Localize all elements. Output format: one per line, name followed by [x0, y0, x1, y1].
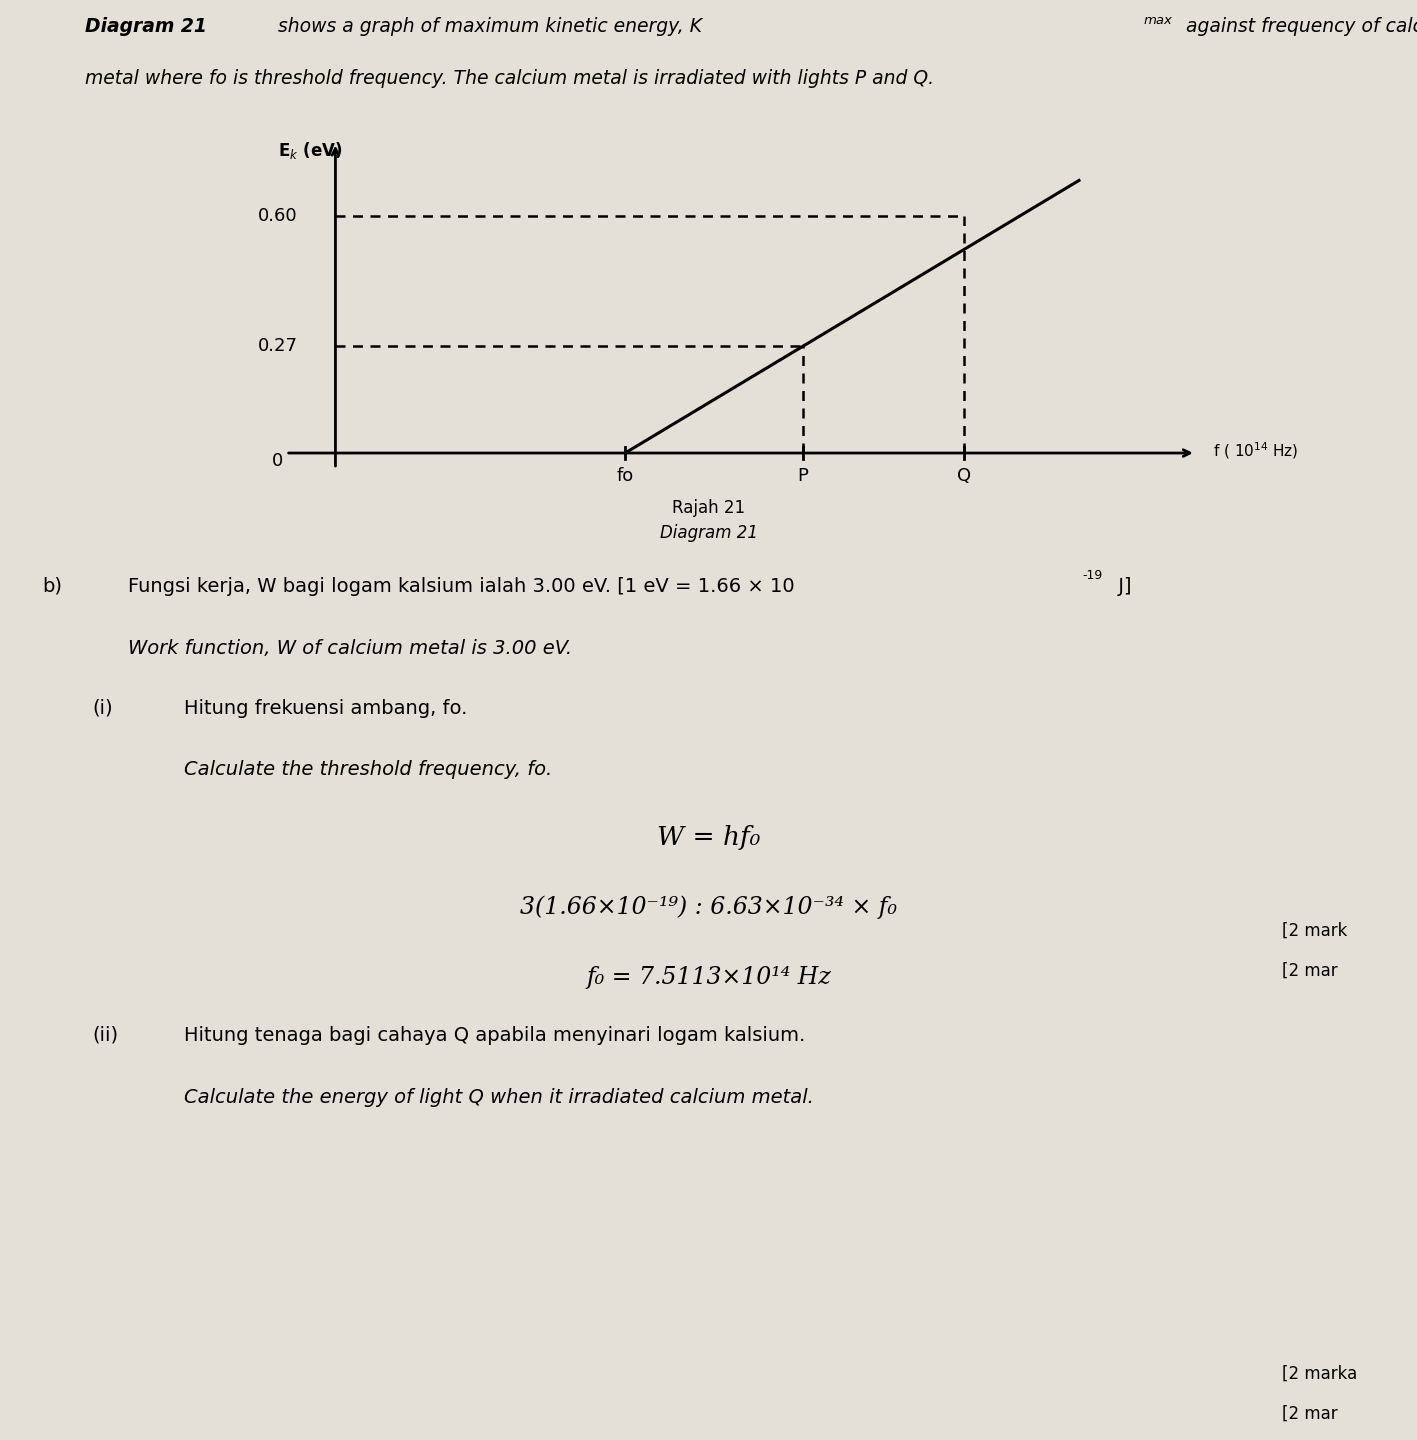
Text: (i): (i): [92, 698, 113, 717]
Text: Work function, W of calcium metal is 3.00 eV.: Work function, W of calcium metal is 3.0…: [128, 638, 571, 658]
Text: P: P: [798, 467, 809, 485]
Text: [2 mark: [2 mark: [1282, 922, 1348, 940]
Text: 0.27: 0.27: [258, 337, 298, 356]
Text: Calculate the threshold frequency, fo.: Calculate the threshold frequency, fo.: [184, 760, 553, 779]
Text: [2 mar: [2 mar: [1282, 1404, 1338, 1423]
Text: f₀ = 7.5113×10¹⁴ Hz: f₀ = 7.5113×10¹⁴ Hz: [587, 966, 830, 989]
Text: Diagram 21: Diagram 21: [85, 17, 207, 36]
Text: (ii): (ii): [92, 1025, 118, 1044]
Text: 3(1.66×10⁻¹⁹) : 6.63×10⁻³⁴ × f₀: 3(1.66×10⁻¹⁹) : 6.63×10⁻³⁴ × f₀: [520, 896, 897, 919]
Text: Hitung frekuensi ambang, fo.: Hitung frekuensi ambang, fo.: [184, 698, 468, 717]
Text: 0.60: 0.60: [258, 206, 298, 225]
Text: [2 mar: [2 mar: [1282, 962, 1338, 979]
Text: J]: J]: [1112, 576, 1132, 596]
Text: against frequency of calcium: against frequency of calcium: [1180, 17, 1417, 36]
Text: Rajah 21: Rajah 21: [672, 500, 745, 517]
Text: W = hf₀: W = hf₀: [657, 825, 760, 850]
Text: Hitung tenaga bagi cahaya Q apabila menyinari logam kalsium.: Hitung tenaga bagi cahaya Q apabila meny…: [184, 1025, 805, 1044]
Text: -19: -19: [1083, 569, 1102, 582]
Text: f ( 10$^{14}$ Hz): f ( 10$^{14}$ Hz): [1213, 441, 1298, 461]
Text: fo: fo: [616, 467, 633, 485]
Text: max: max: [1144, 14, 1172, 27]
Text: metal where fo is threshold frequency. The calcium metal is irradiated with ligh: metal where fo is threshold frequency. T…: [85, 69, 934, 88]
Text: Calculate the energy of light Q when it irradiated calcium metal.: Calculate the energy of light Q when it …: [184, 1087, 815, 1106]
Text: Q: Q: [958, 467, 972, 485]
Text: Fungsi kerja, W bagi logam kalsium ialah 3.00 eV. [1 eV = 1.66 × 10: Fungsi kerja, W bagi logam kalsium ialah…: [128, 576, 794, 596]
Text: E$_k$ (eV): E$_k$ (eV): [278, 140, 341, 160]
Text: shows a graph of maximum kinetic energy, K: shows a graph of maximum kinetic energy,…: [272, 17, 701, 36]
Text: [2 marka: [2 marka: [1282, 1365, 1357, 1382]
Text: b): b): [43, 576, 62, 596]
Text: Diagram 21: Diagram 21: [659, 524, 758, 541]
Text: 0: 0: [272, 452, 283, 469]
